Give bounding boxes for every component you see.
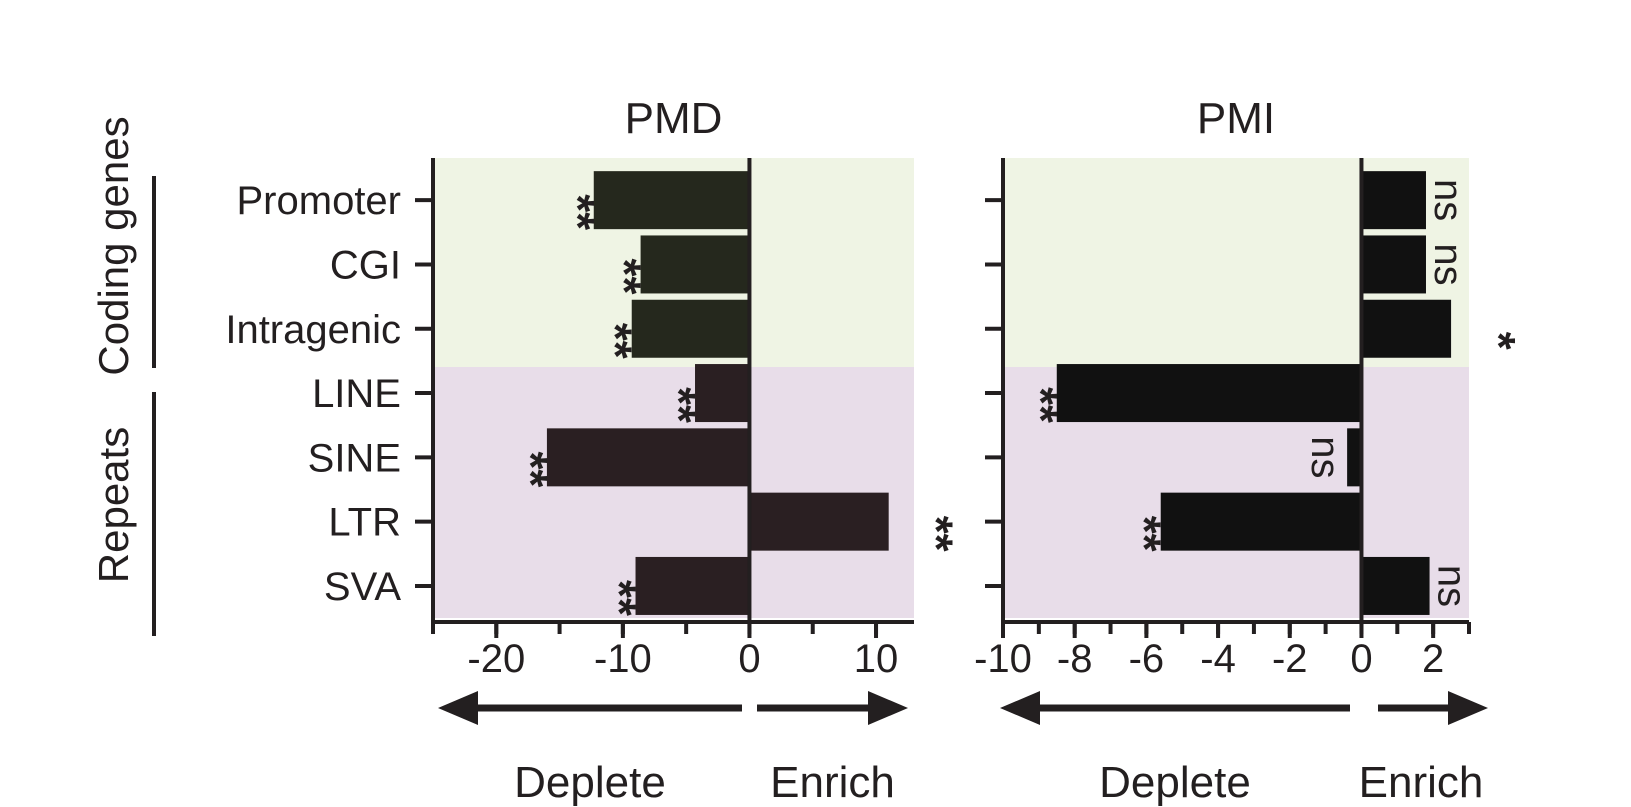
significance-label: ns [1430,565,1474,607]
x-tick-label: -2 [1272,637,1308,681]
significance-label: ** [1015,387,1067,423]
enrich-arrow-head [1448,691,1488,725]
enrich-label: Enrich [770,758,895,807]
repeats-group-label: Repeats [90,427,137,583]
chart-panel-pmd: PMD ** Promoter ** CGI ** Intragenic ** LINE ** SI… [225,94,962,807]
bar-promoter [1361,171,1426,230]
category-label: Intragenic [225,308,401,352]
deplete-label: Deplete [1099,758,1251,807]
bar-ltr [1160,492,1362,551]
bar-cgi [1361,235,1426,294]
category-label: SINE [308,436,401,480]
significance-label: ns [1426,243,1470,285]
bar-promoter [593,171,750,230]
bar-sine [546,428,750,487]
category-label: LTR [328,501,401,545]
bar-sva [635,556,750,615]
significance-label: ns [1426,179,1470,221]
bar-sva [1361,556,1430,615]
significance-label: ** [505,451,557,487]
significance-label: ** [599,259,651,295]
deplete-label: Deplete [514,758,666,807]
bar-sine [1347,428,1362,487]
enrich-label: Enrich [1359,758,1484,807]
bar-intragenic [631,299,750,358]
x-tick-label: 0 [738,637,760,681]
bar-line [695,364,750,423]
category-label: SVA [324,565,401,609]
bar-intragenic [1361,299,1452,358]
x-tick-label: -20 [467,637,525,681]
category-label: LINE [312,372,401,416]
significance-label: * [1473,332,1525,350]
x-tick-label: 2 [1422,637,1444,681]
x-tick-label: -8 [1057,637,1093,681]
x-tick-label: 10 [854,637,899,681]
bar-line [1056,364,1362,423]
panel-title: PMI [1197,94,1275,143]
x-tick-label: 0 [1350,637,1372,681]
significance-label: ** [653,387,705,423]
bar-ltr [749,492,889,551]
chart-panels: PMD ** Promoter ** CGI ** Intragenic ** LINE ** SI… [225,94,1525,807]
x-tick-label: -6 [1129,637,1165,681]
significance-label: ** [911,516,963,552]
coding-genes-group-label: Coding genes [90,116,137,375]
significance-label: ns [1303,436,1347,478]
category-label: Promoter [237,179,402,223]
x-tick-label: -10 [974,637,1032,681]
significance-label: ** [590,323,642,359]
deplete-arrow-head [438,691,478,725]
bar-cgi [640,235,750,294]
deplete-arrow-head [1000,691,1040,725]
category-label: CGI [330,243,401,287]
x-tick-label: -4 [1200,637,1236,681]
significance-label: ** [594,580,646,616]
enrich-arrow-head [868,691,908,725]
panel-title: PMD [625,94,723,143]
significance-label: ** [1119,516,1171,552]
x-tick-label: -10 [594,637,652,681]
significance-label: ** [552,194,604,230]
